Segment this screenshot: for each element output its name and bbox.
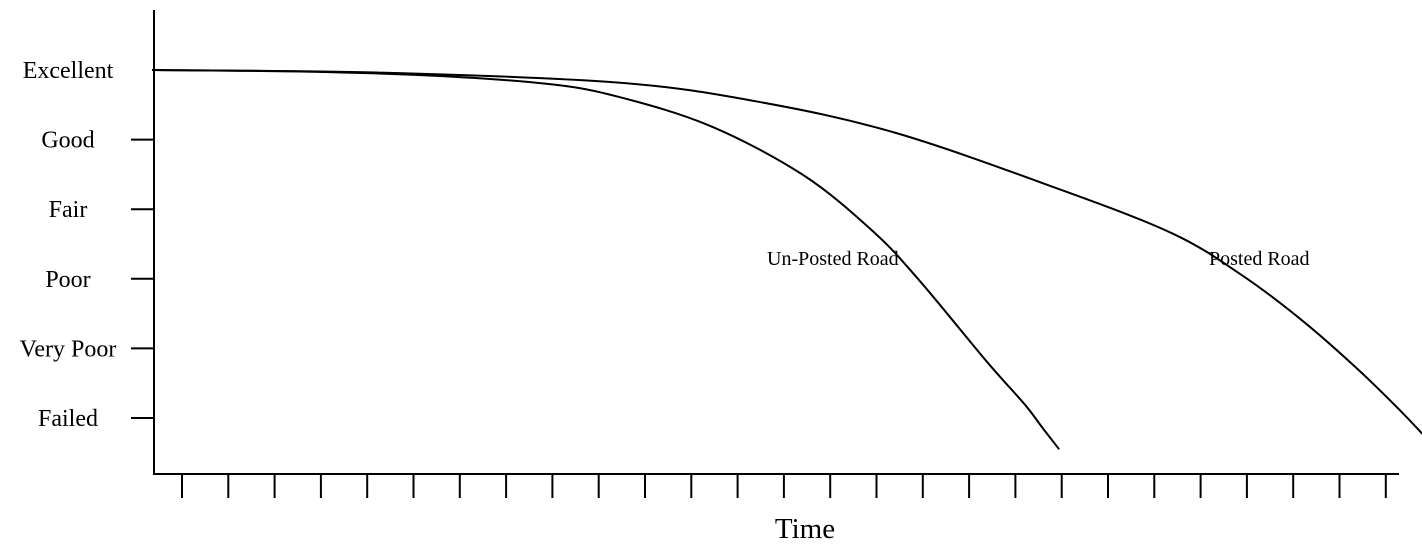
series-label-un-posted-road: Un-Posted Road — [767, 248, 899, 270]
series-line-posted-road — [153, 69, 1422, 435]
y-ticks — [131, 69, 164, 419]
y-tick-label-fair: Fair — [49, 197, 88, 223]
x-axis-title: Time — [775, 513, 835, 545]
y-tick-label-failed: Failed — [38, 406, 98, 432]
series-label-posted-road: Posted Road — [1209, 248, 1310, 270]
y-tick-labels: Excellent Good Fair Poor Very Poor Failed — [20, 58, 117, 432]
series-curves — [153, 69, 1422, 450]
y-tick-label-very-poor: Very Poor — [20, 336, 117, 362]
series-line-un-posted-road — [153, 69, 1060, 450]
x-ticks — [181, 474, 1387, 498]
y-tick-label-good: Good — [41, 128, 94, 154]
y-tick-label-poor: Poor — [45, 267, 90, 293]
y-tick-label-excellent: Excellent — [23, 58, 114, 84]
